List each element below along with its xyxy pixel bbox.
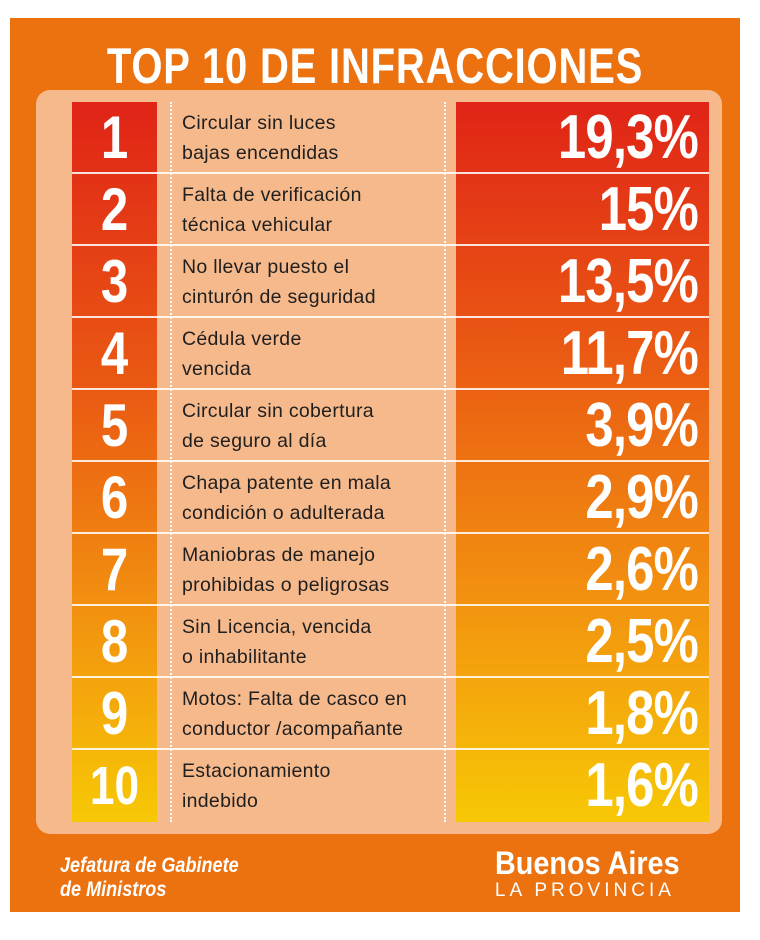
table-row: 1 Circular sin luces bajas encendidas 19,3%: [72, 102, 709, 174]
infraction-description: Falta de verificación técnica vehicular: [182, 174, 452, 246]
row-separator: [72, 676, 709, 678]
row-separator: [72, 604, 709, 606]
row-separator: [72, 172, 709, 174]
description-line1: No llevar puesto el: [182, 256, 350, 278]
infraction-description: Maniobras de manejo prohibidas o peligros…: [182, 534, 452, 606]
ministry-credit-line1: Jefatura de Gabinete: [60, 854, 239, 877]
table-row: 4 Cédula verde vencida 11,7%: [72, 318, 709, 390]
description-line1: Circular sin cobertura: [182, 400, 374, 422]
percentage-value: 13,5%: [557, 247, 699, 316]
description-line1: Maniobras de manejo: [182, 544, 376, 566]
ministry-credit-line2: de Ministros: [60, 878, 167, 901]
percentage-value: 11,7%: [560, 319, 699, 388]
description-line1: Falta de verificación: [182, 184, 362, 206]
infraction-description: Cédula verde vencida: [182, 318, 452, 390]
chart-title: TOP 10 DE INFRACCIONES: [106, 38, 644, 94]
rank-number: 10: [89, 756, 140, 816]
description-line2: bajas encendidas: [182, 142, 339, 164]
description-line1: Circular sin luces: [182, 112, 336, 134]
infraction-description: Estacionamiento indebido: [182, 750, 452, 822]
table-row: 8 Sin Licencia, vencida o inhabilitante 2,5…: [72, 606, 709, 678]
infraction-description: Chapa patente en mala condición o adulter…: [182, 462, 452, 534]
description-line2: o inhabilitante: [182, 646, 307, 668]
row-separator: [72, 316, 709, 318]
description-line2: conductor /acompañante: [182, 718, 404, 740]
rank-number: 8: [100, 608, 129, 675]
ministry-credit: Jefatura de Gabinete de Ministros: [60, 854, 239, 902]
infraction-description: Sin Licencia, vencida o inhabilitante: [182, 606, 452, 678]
description-line2: prohibidas o peligrosas: [182, 574, 390, 596]
rank-number: 3: [100, 248, 129, 315]
rank-number: 4: [100, 320, 129, 387]
description-line1: Chapa patente en mala: [182, 472, 392, 494]
percentage-value: 1,6%: [585, 751, 698, 820]
table-row: 2 Falta de verificación técnica vehicular 1…: [72, 174, 709, 246]
rank-number: 7: [100, 536, 129, 603]
percentage-value: 19,3%: [557, 103, 699, 172]
rank-number: 2: [100, 176, 129, 243]
description-line1: Sin Licencia, vencida: [182, 616, 372, 638]
table-row: 3 No llevar puesto el cinturón de segurida…: [72, 246, 709, 318]
row-separator: [72, 244, 709, 246]
rank-number: 5: [100, 392, 129, 459]
table-row: 7 Maniobras de manejo prohibidas o peligro…: [72, 534, 709, 606]
percentage-value: 2,9%: [585, 463, 698, 532]
table-row: 6 Chapa patente en mala condición o adulte…: [72, 462, 709, 534]
dotted-divider-right: [444, 102, 446, 822]
dotted-divider-left: [170, 102, 172, 822]
table-row: 10 Estacionamiento indebido 1,6%: [72, 750, 709, 822]
infraction-description: Circular sin luces bajas encendidas: [182, 102, 452, 174]
ranking-table: 1 Circular sin luces bajas encendidas 19,3%…: [36, 90, 722, 834]
description-line2: de seguro al día: [182, 430, 327, 452]
infraction-description: No llevar puesto el cinturón de seguridad: [182, 246, 452, 318]
percentage-column-background: [456, 102, 709, 822]
description-line2: cinturón de seguridad: [182, 286, 376, 308]
rank-number: 6: [100, 464, 129, 531]
row-separator: [72, 388, 709, 390]
infraction-description: Motos: Falta de casco en conductor /acomp…: [182, 678, 452, 750]
brand-main-text: Buenos Aires: [494, 845, 680, 881]
brand-sub-text: LA PROVINCIA: [494, 880, 675, 901]
rank-column-background: [72, 102, 157, 822]
percentage-value: 1,8%: [585, 679, 698, 748]
table-row: 9 Motos: Falta de casco en conductor /acom…: [72, 678, 709, 750]
buenos-aires-logo: Buenos Aires LA PROVINCIA: [495, 846, 700, 902]
row-separator: [72, 532, 709, 534]
description-line2: indebido: [182, 790, 259, 812]
description-line2: técnica vehicular: [182, 214, 333, 236]
table-row: 5 Circular sin cobertura de seguro al día 3…: [72, 390, 709, 462]
description-line2: vencida: [182, 358, 252, 380]
percentage-value: 2,5%: [585, 607, 698, 676]
description-line1: Motos: Falta de casco en: [182, 688, 408, 710]
rank-number: 1: [100, 104, 129, 171]
description-line2: condición o adulterada: [182, 502, 385, 524]
percentage-value: 15%: [598, 175, 699, 244]
description-line1: Estacionamiento: [182, 760, 331, 782]
infographic-poster: TOP 10 DE INFRACCIONES 1 Circular sin luc…: [10, 18, 740, 912]
percentage-value: 2,6%: [585, 535, 698, 604]
percentage-value: 3,9%: [585, 391, 698, 460]
row-separator: [72, 460, 709, 462]
row-separator: [72, 748, 709, 750]
rank-number: 9: [100, 680, 129, 747]
infraction-description: Circular sin cobertura de seguro al día: [182, 390, 452, 462]
description-line1: Cédula verde: [182, 328, 302, 350]
